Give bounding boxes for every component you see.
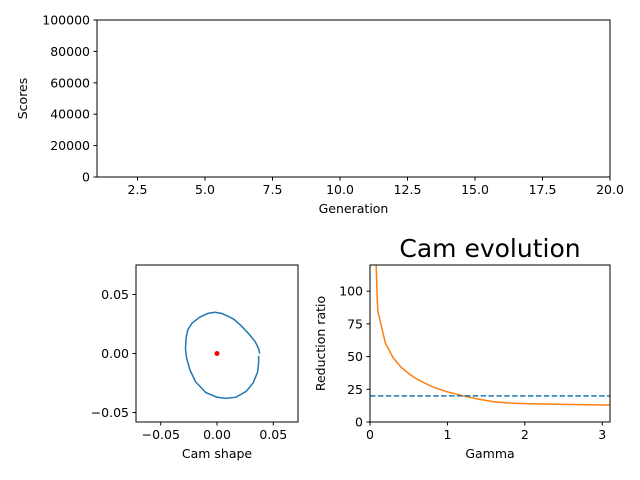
scores-xtick-label: 7.5 bbox=[263, 182, 283, 197]
reduction-ratio-xlabel: Gamma bbox=[465, 446, 514, 461]
scores-ytick-label: 20000 bbox=[50, 138, 90, 153]
reduction-ratio-title: Cam evolution bbox=[399, 234, 580, 263]
reduction-ratio-ytick-label: 75 bbox=[347, 316, 363, 331]
reduction-ratio-axes-frame bbox=[369, 264, 611, 423]
reduction-ratio-xtick-label: 2 bbox=[521, 427, 529, 442]
scores-ytick-label: 40000 bbox=[50, 107, 90, 122]
cam-shape-axes-frame bbox=[135, 264, 299, 423]
scores-chart: 2.5 5.0 7.5 10.0 12.5 15.0 17.5 20.0 0 20000 40000… bbox=[15, 13, 624, 217]
reduction-ratio-xtick-label: 1 bbox=[443, 427, 451, 442]
reduction-ratio-xtick-label: 3 bbox=[598, 427, 606, 442]
scores-ytick-label: 0 bbox=[82, 170, 90, 185]
cam-shape-xtick-label: −0.05 bbox=[142, 427, 180, 442]
scores-ylabel: Scores bbox=[15, 78, 30, 120]
reduction-ratio-ytick-label: 0 bbox=[355, 415, 363, 430]
cam-shape-ytick-label: 0.05 bbox=[101, 287, 129, 302]
scores-xtick-label: 12.5 bbox=[394, 182, 422, 197]
scores-xtick-label: 2.5 bbox=[128, 182, 148, 197]
scores-axes-frame bbox=[96, 19, 611, 178]
scores-xlabel: Generation bbox=[319, 201, 389, 216]
reduction-ratio-xtick-label: 0 bbox=[366, 427, 374, 442]
scores-xtick-label: 20.0 bbox=[596, 182, 624, 197]
scores-ytick-label: 60000 bbox=[50, 75, 90, 90]
scores-xtick-label: 17.5 bbox=[529, 182, 557, 197]
scores-xtick-label: 10.0 bbox=[326, 182, 354, 197]
cam-shape-xlabel: Cam shape bbox=[182, 446, 253, 461]
scores-ytick-label: 100000 bbox=[42, 13, 90, 28]
cam-shape-chart: −0.05 0.00 0.05 −0.05 0.00 0.05 Cam shape bbox=[91, 264, 299, 461]
cam-shape-series-cam-profile bbox=[184, 311, 261, 400]
cam-shape-xtick-label: 0.05 bbox=[259, 427, 287, 442]
scores-xtick-label: 5.0 bbox=[195, 182, 215, 197]
reduction-ratio-ylabel: Reduction ratio bbox=[313, 296, 328, 391]
cam-shape-xtick-label: 0.00 bbox=[203, 427, 231, 442]
scores-ytick-label: 80000 bbox=[50, 44, 90, 59]
reduction-ratio-ytick-label: 50 bbox=[347, 349, 363, 364]
reduction-ratio-ytick-label: 100 bbox=[339, 284, 363, 299]
cam-shape-ytick-label: −0.05 bbox=[91, 405, 129, 420]
scores-xtick-label: 15.0 bbox=[461, 182, 489, 197]
cam-shape-point-center bbox=[214, 351, 220, 357]
cam-shape-ytick-label: 0.00 bbox=[101, 346, 129, 361]
reduction-ratio-chart: 0 1 2 3 0 25 50 75 100 Gamma Reduction ratio Cam ev… bbox=[313, 234, 611, 461]
reduction-ratio-ytick-label: 25 bbox=[347, 382, 363, 397]
reduction-ratio-series-reduction-ratio bbox=[375, 265, 610, 406]
